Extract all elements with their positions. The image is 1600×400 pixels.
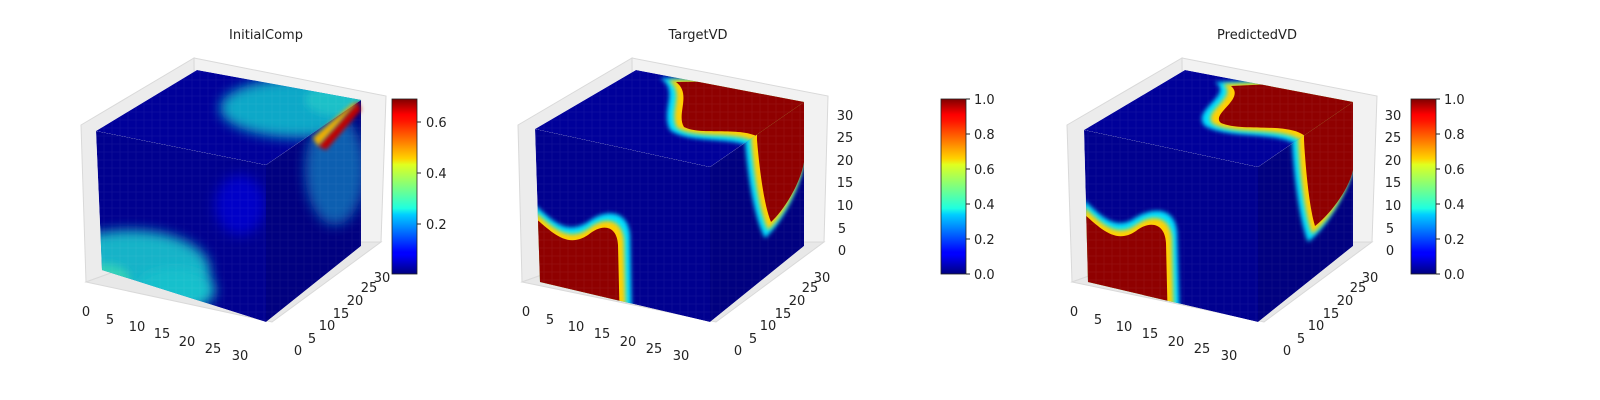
x-axis-ticks: 0 5 10 15 20 25 30 [522, 305, 689, 364]
tick-label: 30 [1385, 109, 1402, 124]
tick-label: 15 [333, 307, 350, 322]
tick-label: 20 [1385, 154, 1402, 169]
tick-label: 20 [179, 335, 196, 350]
tick-label: 0 [294, 344, 302, 359]
colorbar-tick-label: 0.4 [974, 198, 995, 213]
colorbar-tick-label: 0.0 [1444, 268, 1465, 283]
tick-label: 25 [361, 281, 378, 296]
tick-label: 15 [1323, 307, 1340, 322]
tick-label: 25 [802, 281, 819, 296]
colorbar-gradient [1410, 98, 1437, 275]
tick-label: 20 [620, 335, 637, 350]
x-axis-ticks: 0 5 10 15 20 25 30 [82, 305, 248, 364]
y-axis-ticks: 0 5 10 15 20 25 30 [294, 271, 390, 359]
colorbar-gradient [391, 98, 418, 275]
colorbar-tick-label: 0.2 [426, 218, 447, 233]
tick-label: 30 [1362, 271, 1379, 286]
tick-label: 20 [789, 294, 806, 309]
tick-label: 0 [82, 305, 90, 320]
tick-label: 25 [1385, 131, 1402, 146]
subplot-title: TargetVD [667, 28, 727, 43]
colorbar-tick-label: 0.4 [426, 167, 447, 182]
colorbar-ticks: 0.2 0.4 0.6 [417, 116, 447, 233]
tick-label: 20 [1168, 335, 1185, 350]
y-axis-ticks: 0 5 10 15 20 25 30 [734, 271, 830, 359]
colorbar-tick-label: 0.0 [974, 268, 995, 283]
tick-label: 30 [232, 349, 249, 364]
tick-label: 5 [1094, 313, 1102, 328]
colorbar-tick-label: 0.8 [1444, 128, 1465, 143]
tick-label: 25 [205, 342, 222, 357]
tick-label: 15 [1385, 176, 1402, 191]
tick-label: 25 [1194, 342, 1211, 357]
tick-label: 5 [308, 332, 316, 347]
tick-label: 25 [837, 131, 854, 146]
tick-label: 5 [546, 313, 554, 328]
colorbar-tick-label: 0.4 [1444, 198, 1465, 213]
colorbar: 0.0 0.2 0.4 0.6 0.8 1.0 [1410, 93, 1465, 283]
tick-label: 30 [814, 271, 831, 286]
tick-label: 10 [1116, 320, 1133, 335]
x-axis-ticks: 0 5 10 15 20 25 30 [1070, 305, 1237, 364]
tick-label: 20 [347, 294, 364, 309]
subplot-predictedvd: PredictedVD 0 [1066, 28, 1465, 364]
colorbar-tick-label: 0.6 [426, 116, 447, 131]
subplot-targetvd: TargetVD 0 [517, 28, 995, 364]
colorbar-tick-label: 0.2 [974, 233, 995, 248]
tick-label: 5 [106, 313, 114, 328]
tick-label: 10 [837, 199, 854, 214]
subplot-title: PredictedVD [1217, 28, 1297, 43]
tick-label: 10 [1385, 199, 1402, 214]
colorbar-tick-label: 1.0 [974, 93, 995, 108]
tick-label: 10 [129, 320, 146, 335]
tick-label: 15 [837, 176, 854, 191]
tick-label: 5 [1386, 222, 1394, 237]
tick-label: 10 [760, 319, 777, 334]
colorbar-tick-label: 0.6 [1444, 163, 1465, 178]
colorbar-tick-label: 1.0 [1444, 93, 1465, 108]
tick-label: 5 [749, 332, 757, 347]
tick-label: 20 [837, 154, 854, 169]
tick-label: 5 [838, 222, 846, 237]
tick-label: 15 [594, 327, 611, 342]
tick-label: 25 [646, 342, 663, 357]
tick-label: 15 [154, 327, 171, 342]
cube-hot-spot [313, 102, 361, 150]
colorbar-gradient [940, 98, 967, 275]
tick-label: 0 [838, 244, 846, 259]
tick-label: 0 [1283, 344, 1291, 359]
colorbar: 0.2 0.4 0.6 [391, 98, 447, 275]
tick-label: 30 [374, 271, 391, 286]
tick-label: 5 [1297, 332, 1305, 347]
tick-label: 10 [319, 319, 336, 334]
tick-label: 30 [837, 109, 854, 124]
tick-label: 20 [1337, 294, 1354, 309]
tick-label: 30 [673, 349, 690, 364]
colorbar-tick-label: 0.6 [974, 163, 995, 178]
colorbar: 0.0 0.2 0.4 0.6 0.8 1.0 [940, 93, 995, 283]
colorbar-ticks: 0.0 0.2 0.4 0.6 0.8 1.0 [966, 93, 995, 283]
colorbar-ticks: 0.0 0.2 0.4 0.6 0.8 1.0 [1436, 93, 1465, 283]
tick-label: 10 [1308, 319, 1325, 334]
tick-label: 0 [522, 305, 530, 320]
tick-label: 25 [1350, 281, 1367, 296]
tick-label: 15 [775, 307, 792, 322]
colorbar-tick-label: 0.8 [974, 128, 995, 143]
tick-label: 0 [1386, 244, 1394, 259]
z-axis-ticks: 0 5 10 15 20 25 30 [837, 109, 854, 259]
z-axis-ticks: 0 5 10 15 20 25 30 [1385, 109, 1402, 259]
y-axis-ticks: 0 5 10 15 20 25 30 [1283, 271, 1378, 359]
tick-label: 10 [568, 320, 585, 335]
tick-label: 0 [734, 344, 742, 359]
tick-label: 15 [1142, 327, 1159, 342]
subplot-initialcomp: InitialComp [80, 28, 447, 364]
tick-label: 0 [1070, 305, 1078, 320]
subplot-title: InitialComp [229, 28, 303, 43]
colorbar-tick-label: 0.2 [1444, 233, 1465, 248]
tick-label: 30 [1221, 349, 1238, 364]
